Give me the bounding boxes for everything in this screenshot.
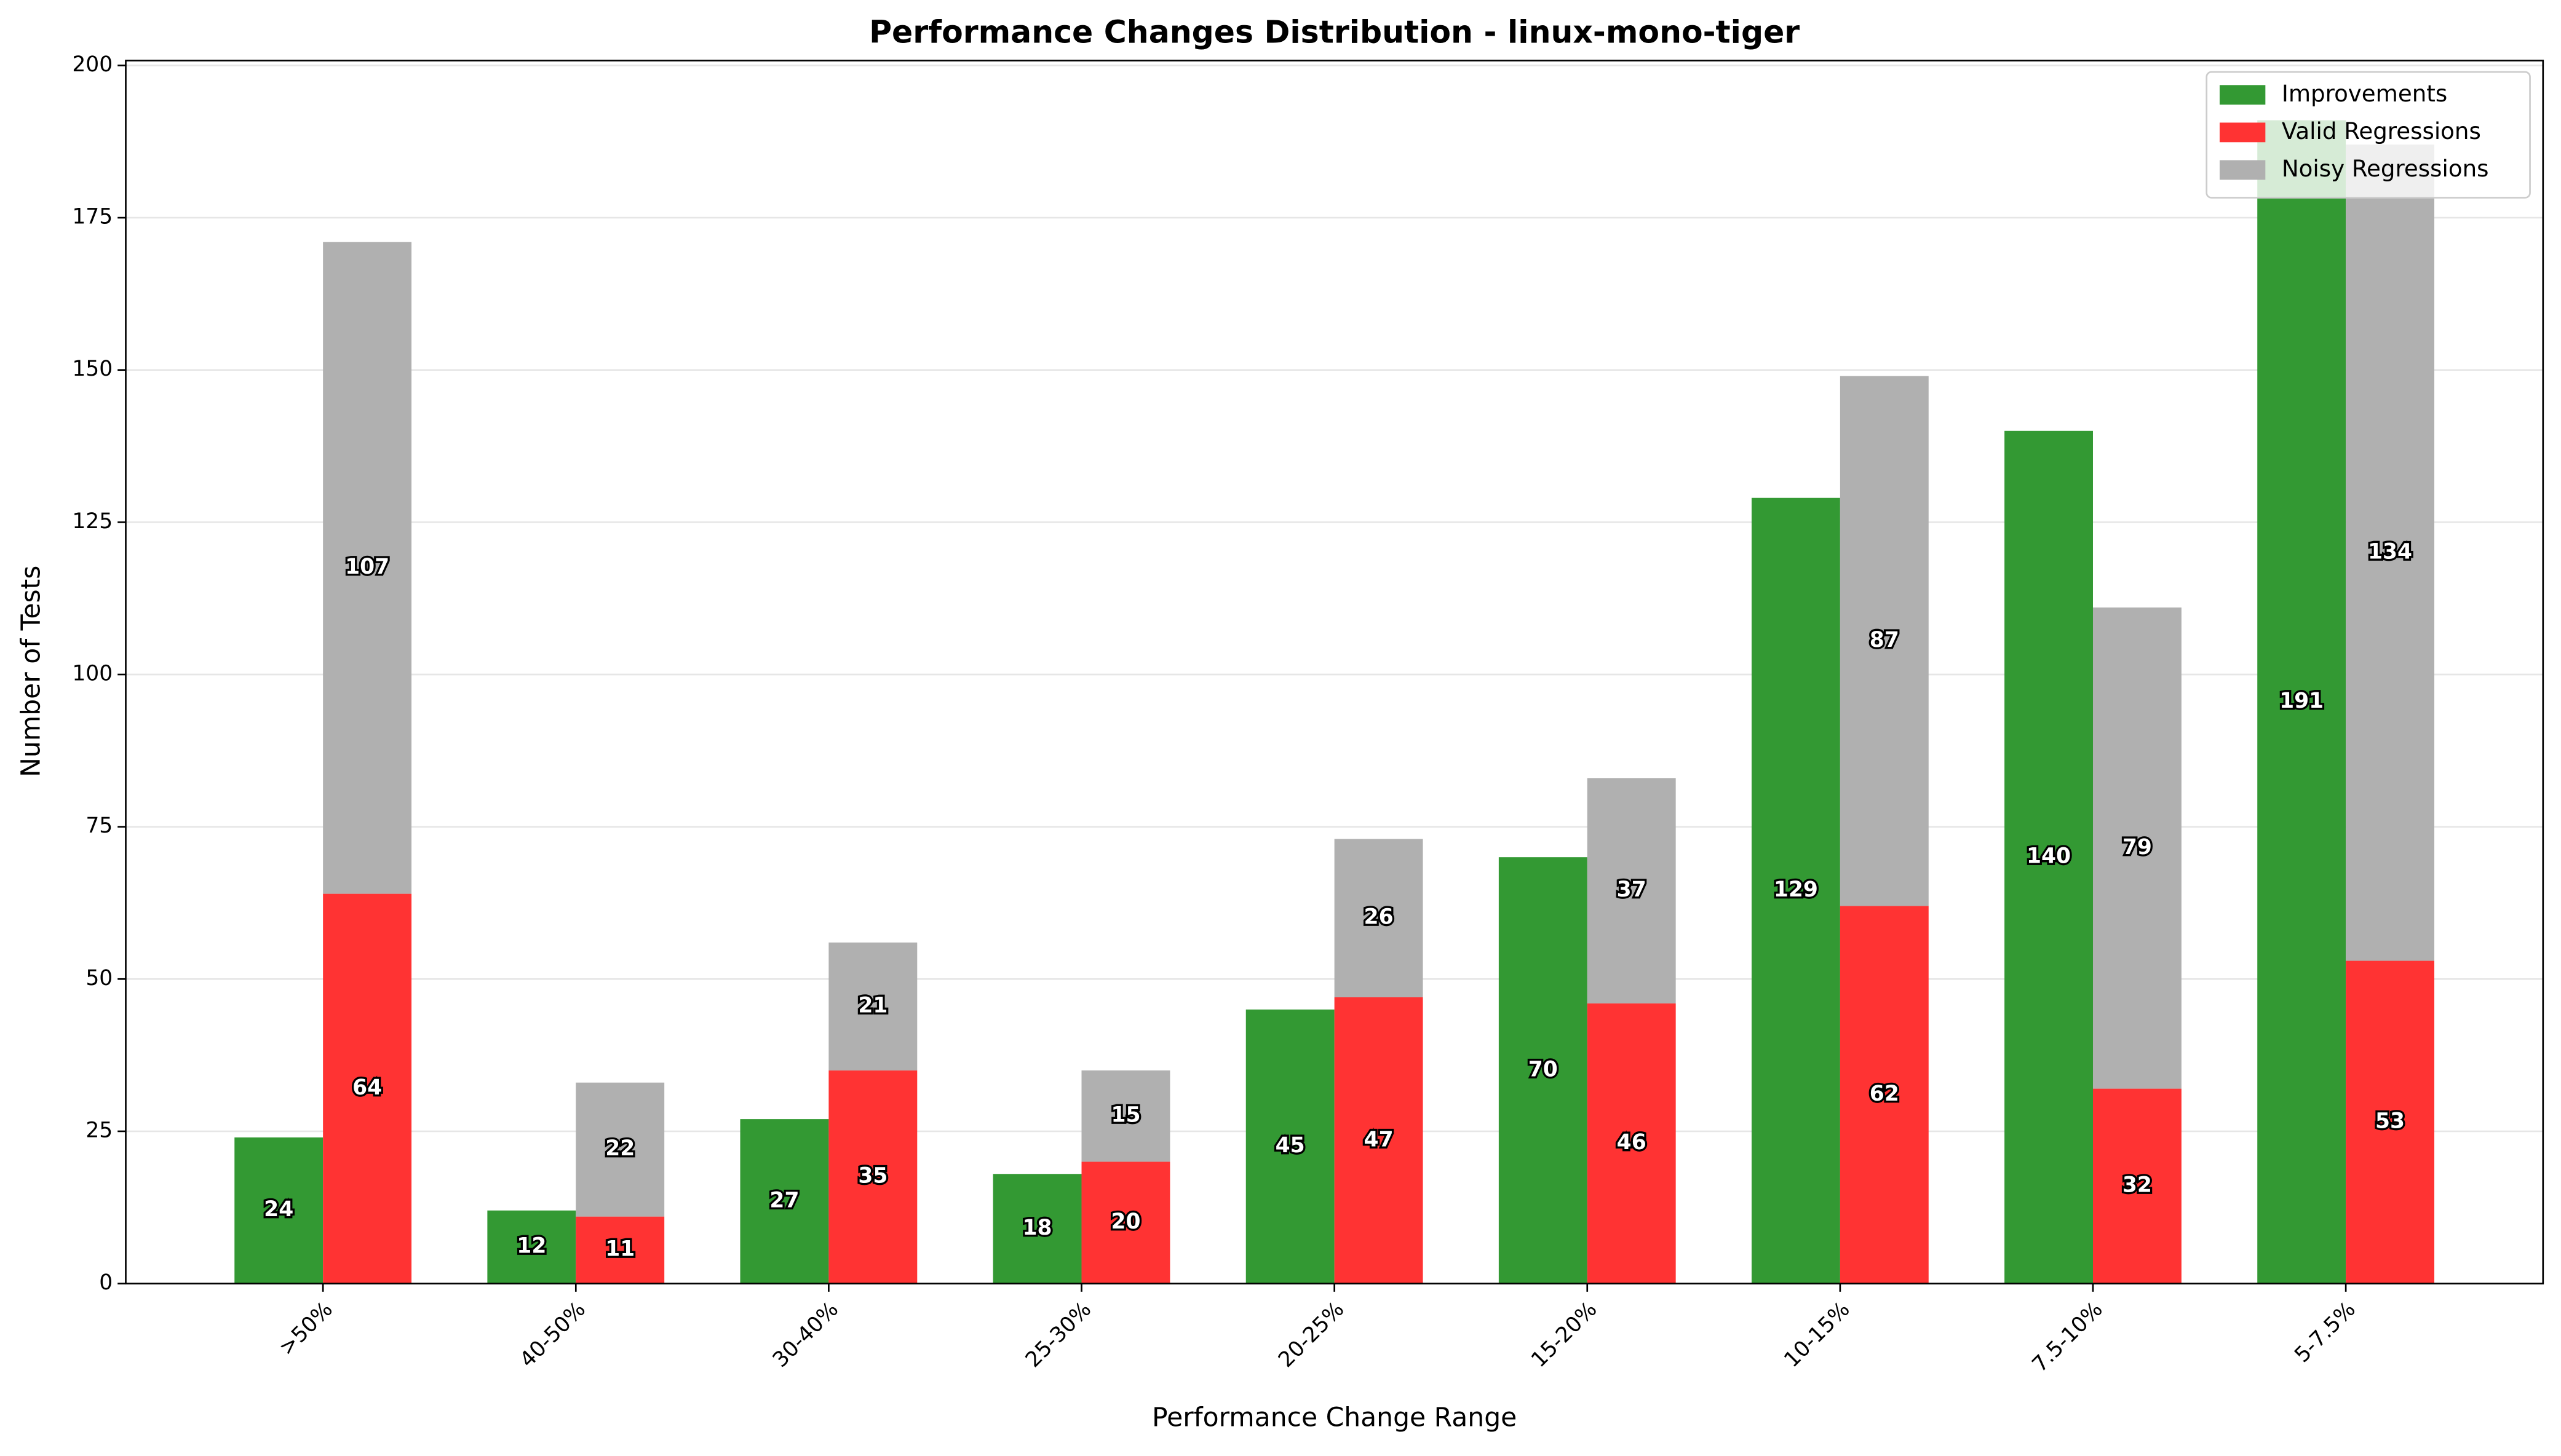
bar <box>2346 144 2435 961</box>
y-tick-label: 100 <box>72 661 113 686</box>
y-tick-label: 175 <box>72 205 113 229</box>
bar <box>740 1119 829 1284</box>
x-axis-label: Performance Change Range <box>1152 1403 1517 1433</box>
value-label: 37 <box>1617 877 1646 902</box>
bar <box>1840 376 1929 906</box>
bar <box>993 1174 1082 1284</box>
plot-frame <box>125 60 2544 1284</box>
value-label: 140 <box>2027 844 2071 869</box>
value-label: 87 <box>1870 628 1899 652</box>
bar <box>1245 1009 1335 1284</box>
bar <box>2092 1088 2182 1284</box>
value-label: 11 <box>605 1237 635 1262</box>
value-label: 20 <box>1111 1209 1140 1234</box>
bar <box>576 1216 665 1284</box>
value-label: 70 <box>1528 1057 1558 1082</box>
bar <box>1751 497 1840 1284</box>
bar <box>828 942 918 1070</box>
legend-label: Improvements <box>2282 80 2447 107</box>
bar <box>1587 778 1676 1003</box>
bar <box>1334 839 1423 997</box>
legend-swatch <box>2219 160 2266 180</box>
value-label: 46 <box>1617 1130 1646 1155</box>
value-label: 22 <box>605 1136 635 1161</box>
bar <box>1081 1070 1170 1162</box>
y-tick-label: 50 <box>85 966 113 991</box>
bar <box>2346 960 2435 1284</box>
bar <box>2004 430 2093 1284</box>
bar <box>828 1070 918 1284</box>
bar <box>234 1137 324 1284</box>
bars: 24 12 27 18 45 70 129 140 191 64 11 35 20 47 46 62 32 53 1… <box>234 120 2435 1284</box>
chart-title: Performance Changes Distribution - linux… <box>869 14 1800 50</box>
bar <box>1840 906 1929 1284</box>
value-label: 107 <box>345 555 389 579</box>
value-label: 134 <box>2368 539 2412 564</box>
bar <box>1498 857 1587 1284</box>
legend-swatch <box>2219 85 2266 105</box>
bar <box>323 893 412 1284</box>
legend-box <box>2206 71 2531 199</box>
value-label: 27 <box>769 1188 799 1213</box>
bar <box>487 1210 576 1284</box>
legend-swatch <box>2219 122 2266 143</box>
bar <box>1587 1003 1676 1284</box>
value-label: 15 <box>1111 1103 1140 1128</box>
bar <box>2257 120 2346 1284</box>
value-label: 47 <box>1364 1127 1394 1152</box>
bar <box>323 242 412 894</box>
value-label: 45 <box>1276 1133 1305 1158</box>
y-tick-label: 75 <box>85 813 113 838</box>
value-label: 24 <box>264 1197 293 1222</box>
y-tick-label: 200 <box>72 52 113 77</box>
value-label: 64 <box>352 1075 382 1100</box>
bar <box>1334 997 1423 1284</box>
bar <box>2092 607 2182 1089</box>
value-label: 12 <box>517 1234 546 1259</box>
bar <box>1081 1161 1170 1284</box>
y-tick-label: 0 <box>99 1270 113 1295</box>
bar <box>576 1082 665 1217</box>
y-tick-label: 150 <box>72 357 113 381</box>
value-label: 18 <box>1023 1216 1052 1240</box>
value-label: 35 <box>858 1164 887 1189</box>
value-label: 53 <box>2375 1109 2405 1134</box>
value-label: 26 <box>1364 905 1394 930</box>
legend-label: Valid Regressions <box>2282 117 2481 144</box>
y-axis-label: Number of Tests <box>17 566 47 777</box>
value-label: 191 <box>2279 689 2324 713</box>
value-label: 79 <box>2122 835 2152 860</box>
value-label: 21 <box>858 993 887 1018</box>
y-tick-label: 125 <box>72 509 113 534</box>
y-tick-label: 25 <box>85 1118 113 1142</box>
value-label: 62 <box>1870 1082 1899 1106</box>
value-label: 129 <box>1774 877 1818 902</box>
value-label: 32 <box>2122 1173 2152 1198</box>
legend-label: Noisy Regressions <box>2282 155 2489 182</box>
legend: Improvements Valid Regressions Noisy Regre… <box>2206 71 2531 199</box>
